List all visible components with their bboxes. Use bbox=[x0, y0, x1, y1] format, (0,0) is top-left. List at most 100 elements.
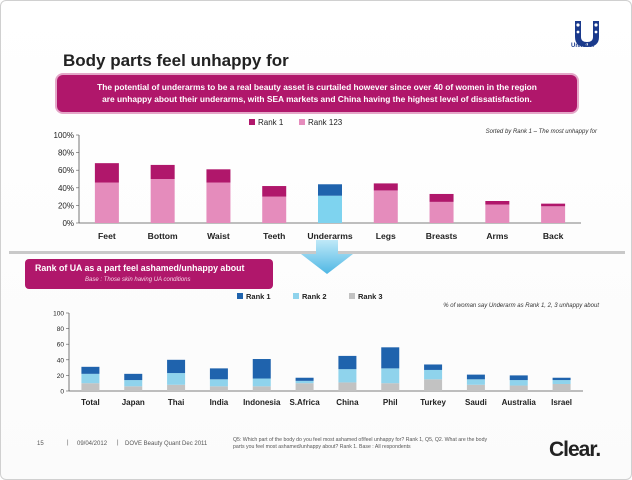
bar-australia-rank-3 bbox=[509, 385, 528, 391]
y-tick-label: 80 bbox=[57, 326, 65, 333]
bar-waist-rank-1 bbox=[206, 169, 231, 183]
y-tick-label: 20% bbox=[58, 201, 74, 210]
clear-brand-logo: Clear. bbox=[549, 438, 601, 461]
unilever-logo-icon bbox=[575, 21, 599, 47]
bar-saudi-rank-3 bbox=[466, 384, 485, 391]
x-tick-label: Waist bbox=[207, 231, 230, 241]
chart2-note: % of woman say Underarm as Rank 1, 2, 3 … bbox=[443, 303, 599, 309]
x-tick-label: Back bbox=[543, 231, 564, 241]
bar-thai-rank-2 bbox=[167, 373, 186, 385]
bar-s.africa-rank-1 bbox=[295, 377, 314, 381]
x-tick-label: India bbox=[210, 398, 229, 407]
bar-bottom-rank-123 bbox=[150, 179, 175, 223]
bar-waist-rank-123 bbox=[206, 182, 231, 223]
y-tick-label: 60% bbox=[58, 166, 74, 175]
bar-japan-rank-2 bbox=[124, 380, 143, 387]
bar-india-rank-1 bbox=[209, 368, 228, 380]
legend-label-rank-1: Rank 1 bbox=[258, 118, 284, 127]
bar-total-rank-1 bbox=[81, 366, 100, 374]
legend-label-rank-3: Rank 3 bbox=[358, 292, 383, 301]
y-tick-label: 100% bbox=[54, 131, 74, 140]
bar-turkey-rank-2 bbox=[424, 369, 443, 380]
bar-israel-rank-3 bbox=[552, 383, 571, 391]
chart1-note: Sorted by Rank 1 – The most unhappy for bbox=[486, 129, 598, 135]
x-tick-label: Total bbox=[81, 398, 100, 407]
bar-phil-rank-1 bbox=[381, 347, 400, 369]
x-tick-label: Teeth bbox=[263, 231, 285, 241]
x-tick-label: Australia bbox=[502, 398, 537, 407]
x-tick-label: Underarms bbox=[307, 231, 353, 241]
bar-australia-rank-2 bbox=[509, 380, 528, 386]
bar-phil-rank-2 bbox=[381, 368, 400, 384]
bar-israel-rank-1 bbox=[552, 377, 571, 381]
y-tick-label: 0 bbox=[60, 389, 64, 396]
bar-japan-rank-3 bbox=[124, 386, 143, 391]
insight-line-1: The potential of underarms to be a real … bbox=[97, 82, 537, 92]
bar-china-rank-2 bbox=[338, 369, 357, 383]
bar-breasts-rank-1 bbox=[429, 193, 454, 202]
x-tick-label: Feet bbox=[98, 231, 116, 241]
bar-s.africa-rank-2 bbox=[295, 380, 314, 384]
legend-label-rank-2: Rank 2 bbox=[302, 292, 327, 301]
y-tick-label: 60 bbox=[57, 342, 65, 349]
legend-swatch-rank-3 bbox=[349, 293, 355, 299]
x-tick-label: Arms bbox=[486, 231, 508, 241]
bar-arms-rank-123 bbox=[485, 204, 510, 223]
logo-text: Unilever bbox=[571, 43, 595, 49]
bar-australia-rank-1 bbox=[509, 375, 528, 381]
bar-total-rank-2 bbox=[81, 373, 100, 384]
insight-banner: The potential of underarms to be a real … bbox=[57, 75, 577, 112]
footer-source: DOVE Beauty Quant Dec 2011 bbox=[125, 441, 208, 447]
legend-label-rank-123: Rank 123 bbox=[308, 118, 343, 127]
y-tick-label: 80% bbox=[58, 149, 74, 158]
bar-back-rank-123 bbox=[541, 206, 566, 223]
chart2-title: Rank of UA as a part feel ashamed/unhapp… bbox=[35, 263, 245, 273]
down-arrow-icon bbox=[301, 240, 353, 274]
bar-indonesia-rank-3 bbox=[252, 386, 271, 391]
x-tick-label: Bottom bbox=[148, 231, 178, 241]
bar-underarms-rank-123 bbox=[318, 195, 342, 223]
bar-teeth-rank-123 bbox=[262, 196, 287, 223]
page-title: Body parts feel unhappy for bbox=[63, 51, 289, 70]
bar-saudi-rank-2 bbox=[466, 379, 485, 385]
bar-india-rank-2 bbox=[209, 379, 228, 387]
legend-swatch-rank-2 bbox=[293, 293, 299, 299]
bar-indonesia-rank-1 bbox=[252, 359, 271, 379]
bar-india-rank-3 bbox=[209, 386, 228, 391]
footer-question-1: Q5: Which part of the body do you feel m… bbox=[233, 437, 488, 443]
x-tick-label: S.Africa bbox=[289, 398, 320, 407]
legend-swatch-rank-123 bbox=[299, 119, 305, 125]
x-tick-label: Saudi bbox=[465, 398, 487, 407]
bar-turkey-rank-1 bbox=[424, 364, 443, 370]
bar-feet-rank-123 bbox=[94, 182, 119, 223]
bar-indonesia-rank-2 bbox=[252, 378, 271, 387]
x-tick-label: Thai bbox=[168, 398, 184, 407]
x-tick-label: Japan bbox=[122, 398, 145, 407]
y-tick-label: 40 bbox=[57, 357, 65, 364]
bar-s.africa-rank-3 bbox=[295, 383, 314, 391]
legend-swatch-rank-1 bbox=[249, 119, 255, 125]
y-tick-label: 100 bbox=[53, 311, 64, 318]
y-tick-label: 0% bbox=[62, 219, 74, 228]
footer-divider: | bbox=[117, 440, 119, 446]
footer-divider: | bbox=[67, 440, 69, 446]
x-tick-label: Legs bbox=[376, 231, 396, 241]
x-tick-label: Israel bbox=[551, 398, 572, 407]
y-tick-label: 20 bbox=[57, 373, 65, 380]
bar-thai-rank-3 bbox=[167, 384, 186, 391]
bar-china-rank-1 bbox=[338, 355, 357, 370]
bar-thai-rank-1 bbox=[167, 359, 186, 374]
bar-total-rank-3 bbox=[81, 383, 100, 391]
y-tick-label: 40% bbox=[58, 184, 74, 193]
chart-underarm-rank: 0 20 40 60 80 100 Total Japan Thai India Indonesia… bbox=[53, 292, 599, 407]
bar-feet-rank-1 bbox=[94, 163, 119, 183]
x-tick-label: China bbox=[336, 398, 359, 407]
x-tick-label: Phil bbox=[383, 398, 398, 407]
bar-arms-rank-1 bbox=[485, 201, 510, 205]
x-tick-label: Indonesia bbox=[243, 398, 281, 407]
chart-body-parts: 0% 20% 40% 60% 80% 100% Feet Bottom Waist Teeth Un… bbox=[54, 118, 598, 241]
insight-line-2: are unhappy about their underarms, with … bbox=[102, 94, 532, 104]
bar-teeth-rank-1 bbox=[262, 186, 287, 197]
bar-bottom-rank-1 bbox=[150, 164, 175, 179]
